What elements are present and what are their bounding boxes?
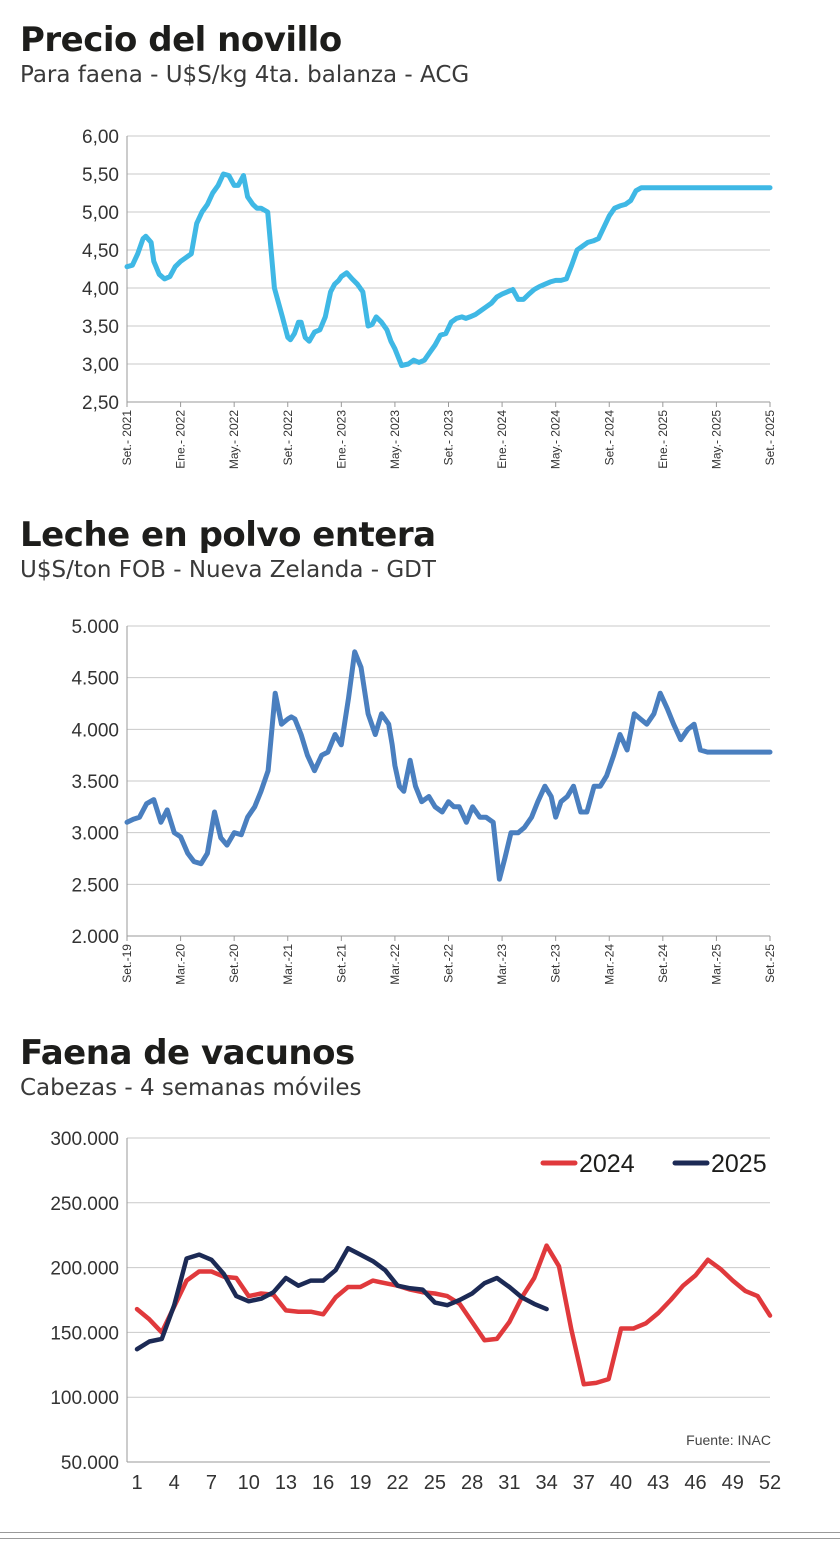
x-tick-label: Set.- 2021 [120, 410, 134, 466]
y-tick-label: 2.000 [71, 927, 119, 948]
y-tick-label: 200.000 [50, 1259, 119, 1280]
x-tick-label: Set.- 2024 [602, 410, 616, 466]
x-tick-label: 4 [169, 1472, 180, 1494]
x-tick-label: Mar.-22 [388, 944, 402, 985]
y-tick-label: 5.000 [71, 617, 119, 638]
y-tick-label: 5,50 [82, 165, 119, 186]
chart-title-faena: Faena de vacunos [20, 1033, 355, 1073]
x-tick-label: 43 [647, 1472, 669, 1494]
y-tick-label: 3.500 [71, 772, 119, 793]
footer-divider-top [0, 1532, 840, 1533]
y-tick-label: 300.000 [50, 1129, 119, 1150]
x-tick-label: Ene.- 2024 [495, 410, 509, 469]
x-tick-label: 10 [238, 1472, 260, 1494]
x-tick-label: 13 [275, 1472, 297, 1494]
y-tick-label: 6,00 [82, 127, 119, 148]
x-tick-label: 19 [349, 1472, 371, 1494]
x-tick-label: 25 [424, 1472, 446, 1494]
x-tick-label: Set.-25 [763, 944, 777, 983]
y-tick-label: 4.000 [71, 720, 119, 741]
chart-title-leche: Leche en polvo entera [20, 515, 436, 555]
y-tick-label: 5,00 [82, 203, 119, 224]
chart-subtitle-faena: Cabezas - 4 semanas móviles [20, 1075, 362, 1101]
x-tick-label: Set.-22 [442, 944, 456, 983]
y-tick-label: 3,00 [82, 355, 119, 376]
x-tick-label: Set.-19 [120, 944, 134, 983]
x-tick-label: May.- 2024 [549, 410, 563, 469]
x-tick-label: Ene.- 2023 [334, 410, 348, 469]
y-tick-label: 2,50 [82, 393, 119, 414]
y-tick-label: 4.500 [71, 669, 119, 690]
y-tick-label: 250.000 [50, 1194, 119, 1215]
x-tick-label: Mar.-21 [281, 944, 295, 985]
series-line-2024 [134, 1243, 773, 1387]
x-tick-label: Mar.-23 [495, 944, 509, 985]
x-tick-label: Mar.-20 [174, 944, 188, 985]
x-tick-label: May.- 2022 [227, 410, 241, 469]
x-tick-label: 46 [684, 1472, 706, 1494]
chart-leche: 2.000 2.500 3.000 3.500 4.000 4.500 5.000 Set.-… [71, 617, 777, 985]
x-tick-label: Set.-23 [549, 944, 563, 983]
x-tick-label: May.- 2025 [709, 410, 723, 469]
x-tick-label: 37 [573, 1472, 595, 1494]
chart-faena: 50.000 100.000 150.000 200.000 250.000 300.00… [50, 1129, 781, 1494]
x-tick-label: Set.- 2023 [442, 410, 456, 466]
x-tick-label: Mar.-25 [709, 944, 723, 985]
x-tick-label: Set.- 2022 [281, 410, 295, 466]
y-tick-label: 4,50 [82, 241, 119, 262]
x-tick-label: 28 [461, 1472, 483, 1494]
x-tick-label: Set.-21 [334, 944, 348, 983]
series-line-novillo [124, 171, 773, 368]
x-tick-label: May.- 2023 [388, 410, 402, 469]
source-note: Fuente: INAC [686, 1432, 771, 1448]
legend-label-2024: 2024 [579, 1150, 635, 1178]
y-tick-label: 3.000 [71, 824, 119, 845]
series-line-2025 [134, 1245, 549, 1352]
chart-subtitle-leche: U$S/ton FOB - Nueva Zelanda - GDT [20, 557, 436, 583]
x-tick-label: 16 [312, 1472, 334, 1494]
x-tick-label: 52 [759, 1472, 781, 1494]
x-tick-label: 1 [131, 1472, 142, 1494]
footer-divider-bottom [0, 1538, 840, 1539]
y-tick-label: 100.000 [50, 1388, 119, 1409]
x-tick-label: 40 [610, 1472, 632, 1494]
x-tick-label: Ene.- 2022 [174, 410, 188, 469]
y-tick-label: 50.000 [61, 1453, 119, 1474]
x-tick-label: 34 [535, 1472, 557, 1494]
x-tick-label: 31 [498, 1472, 520, 1494]
chart-title-novillo: Precio del novillo [20, 20, 342, 60]
legend-label-2025: 2025 [711, 1150, 767, 1178]
y-tick-label: 150.000 [50, 1323, 119, 1344]
y-tick-label: 4,00 [82, 279, 119, 300]
y-tick-label: 2.500 [71, 875, 119, 896]
series-line-leche-en-polvo-entera [124, 649, 773, 882]
x-tick-label: Set.-24 [656, 944, 670, 983]
y-tick-label: 3,50 [82, 317, 119, 338]
chart-novillo: 2,50 3,00 3,50 4,00 4,50 5,00 5,50 6,00 Set.- 20… [82, 127, 777, 469]
x-tick-label: Ene.- 2025 [656, 410, 670, 469]
x-tick-label: Set.- 2025 [763, 410, 777, 466]
chart-subtitle-novillo: Para faena - U$S/kg 4ta. balanza - ACG [20, 62, 470, 88]
x-tick-label: 7 [206, 1472, 217, 1494]
x-tick-label: Set.-20 [227, 944, 241, 983]
x-tick-label: 49 [722, 1472, 744, 1494]
x-tick-label: 22 [387, 1472, 409, 1494]
x-tick-label: Mar.-24 [602, 944, 616, 985]
